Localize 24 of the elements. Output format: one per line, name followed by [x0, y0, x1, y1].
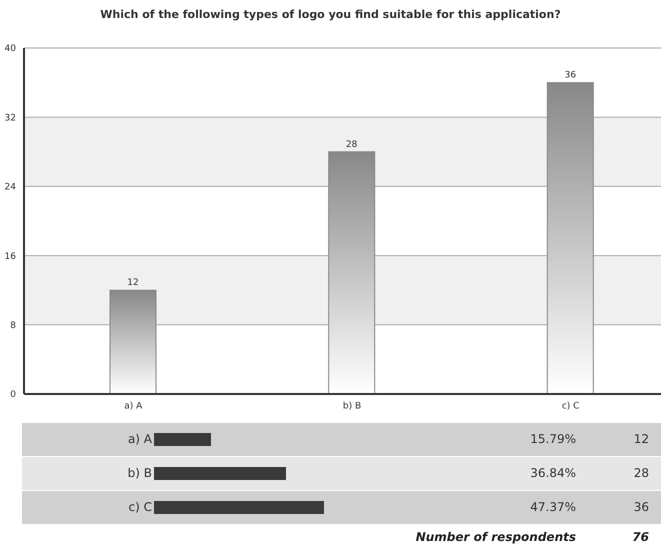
text: Number of respondents	[416, 530, 576, 544]
category-label: c) C	[128, 500, 152, 514]
x-tick-label: b) B	[342, 401, 362, 412]
data-label: 28	[346, 140, 358, 150]
chart-title: Which of the following types of logo you find suitable for this application?	[99, 8, 562, 21]
data-label: 12	[127, 278, 139, 288]
y-tick-label: 32	[4, 113, 16, 124]
y-tick-label: 40	[4, 44, 16, 54]
x-tick-label: c) C	[562, 401, 580, 412]
text: 36.84%	[530, 466, 576, 480]
y-tick-label: 16	[4, 252, 16, 262]
text: 15.79%	[530, 432, 576, 446]
category-label: b) B	[128, 466, 152, 480]
y-tick-label: 8	[10, 320, 16, 331]
category-label: a) A	[128, 432, 152, 446]
y-tick-label: 0	[10, 390, 16, 400]
text: 28	[634, 466, 649, 480]
text: 12	[634, 432, 649, 446]
y-tick-label: 24	[4, 182, 16, 193]
text: 47.37%	[530, 500, 576, 514]
text: 36	[634, 500, 649, 514]
data-label: 36	[564, 70, 576, 81]
text: 76	[632, 530, 649, 544]
x-tick-label: a) A	[124, 401, 144, 412]
